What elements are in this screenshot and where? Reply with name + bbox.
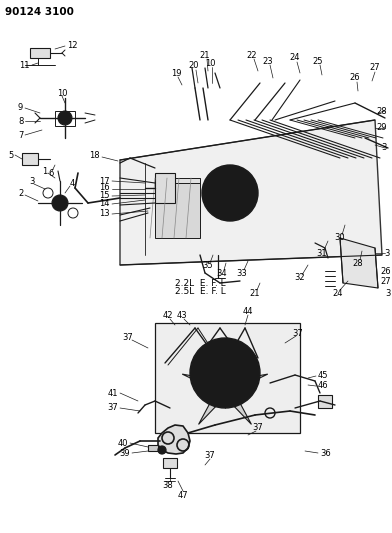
Text: 24: 24	[333, 288, 343, 297]
Polygon shape	[158, 425, 190, 454]
Text: 27: 27	[380, 277, 390, 286]
Text: 6: 6	[48, 168, 53, 177]
Text: 1: 1	[42, 166, 47, 175]
Polygon shape	[163, 458, 177, 468]
Text: 41: 41	[107, 389, 118, 398]
Circle shape	[218, 381, 232, 395]
Polygon shape	[221, 343, 229, 375]
Text: 90124 3100: 90124 3100	[5, 7, 74, 17]
Text: 37: 37	[205, 450, 215, 459]
Text: 2: 2	[18, 189, 23, 198]
Polygon shape	[229, 396, 251, 424]
Text: 21: 21	[200, 51, 210, 60]
Text: 3: 3	[382, 143, 387, 152]
Text: 20: 20	[189, 61, 199, 70]
Polygon shape	[148, 445, 158, 451]
Text: 38: 38	[163, 481, 173, 489]
Text: 32: 32	[295, 273, 305, 282]
Circle shape	[222, 385, 228, 391]
Text: 17: 17	[100, 176, 110, 185]
Text: 28: 28	[376, 107, 387, 116]
Text: 26: 26	[380, 266, 390, 276]
Text: 23: 23	[263, 56, 273, 66]
Text: 11: 11	[20, 61, 30, 69]
Polygon shape	[236, 374, 268, 388]
Text: 44: 44	[243, 306, 253, 316]
Polygon shape	[199, 396, 221, 424]
Text: 40: 40	[118, 439, 128, 448]
Circle shape	[217, 365, 233, 381]
Polygon shape	[30, 48, 50, 58]
Polygon shape	[155, 323, 300, 433]
Circle shape	[190, 338, 260, 408]
Text: 16: 16	[100, 183, 110, 192]
Text: 2.2L  E. F. L: 2.2L E. F. L	[175, 279, 226, 287]
Text: 7: 7	[18, 131, 24, 140]
Text: 18: 18	[89, 150, 100, 159]
Circle shape	[202, 165, 258, 221]
Circle shape	[158, 446, 166, 454]
Text: 37: 37	[292, 328, 303, 337]
Text: 34: 34	[217, 269, 227, 278]
Text: 19: 19	[171, 69, 181, 77]
Text: 21: 21	[250, 288, 260, 297]
Text: 12: 12	[67, 41, 78, 50]
Polygon shape	[155, 173, 175, 203]
Text: 28: 28	[353, 259, 363, 268]
Text: 31: 31	[317, 248, 327, 257]
Text: 3: 3	[29, 176, 34, 185]
Text: 4: 4	[69, 179, 74, 188]
Text: 35: 35	[203, 261, 213, 270]
Text: 43: 43	[177, 311, 187, 319]
Circle shape	[52, 195, 68, 211]
Circle shape	[58, 111, 72, 125]
Text: 27: 27	[370, 63, 380, 72]
Polygon shape	[340, 238, 378, 288]
Polygon shape	[22, 153, 38, 165]
Text: 13: 13	[100, 208, 110, 217]
Circle shape	[160, 448, 164, 452]
Text: 2.5L  E. F. L: 2.5L E. F. L	[175, 287, 226, 295]
Text: 24: 24	[290, 53, 300, 62]
Text: 42: 42	[163, 311, 173, 319]
Text: 45: 45	[318, 370, 328, 379]
Polygon shape	[182, 374, 214, 388]
Polygon shape	[120, 120, 382, 265]
Text: 15: 15	[100, 190, 110, 199]
Text: 10: 10	[205, 59, 215, 68]
Text: 39: 39	[120, 448, 130, 457]
Circle shape	[224, 187, 236, 199]
Text: 46: 46	[318, 381, 328, 390]
Polygon shape	[318, 395, 332, 408]
Text: 47: 47	[178, 490, 188, 499]
Text: 36: 36	[320, 448, 331, 457]
Text: 22: 22	[247, 51, 257, 60]
Text: 33: 33	[237, 269, 247, 278]
Text: 25: 25	[313, 56, 323, 66]
Text: 5: 5	[8, 150, 13, 159]
Text: 14: 14	[100, 198, 110, 207]
Text: 8: 8	[18, 117, 24, 125]
Text: 3: 3	[385, 248, 390, 257]
Circle shape	[211, 374, 239, 402]
Polygon shape	[155, 183, 200, 238]
Text: 37: 37	[123, 334, 133, 343]
Text: 37: 37	[107, 403, 118, 413]
Text: 9: 9	[18, 103, 23, 112]
Text: 30: 30	[335, 233, 345, 243]
Polygon shape	[155, 178, 200, 213]
Text: 3: 3	[385, 288, 390, 297]
Text: 10: 10	[57, 88, 67, 98]
Text: 26: 26	[350, 74, 360, 83]
Text: 37: 37	[252, 424, 263, 432]
Text: 29: 29	[376, 124, 387, 133]
Circle shape	[56, 199, 64, 207]
